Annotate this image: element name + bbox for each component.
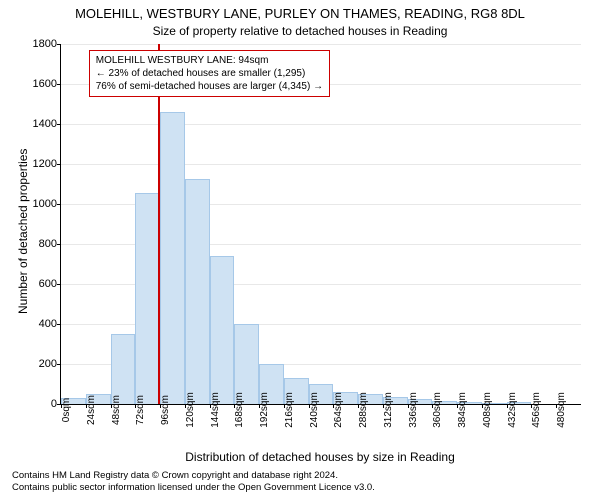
x-axis-label: Distribution of detached houses by size … [60, 450, 580, 464]
ytick-mark [57, 244, 61, 245]
xtick-label: 168sqm [234, 392, 245, 428]
xtick-label: 144sqm [210, 392, 221, 428]
xtick-label: 120sqm [185, 392, 196, 428]
xtick-label: 432sqm [507, 392, 518, 428]
xtick-label: 96sqm [160, 395, 171, 425]
histogram-bar [185, 179, 210, 404]
chart-container: MOLEHILL, WESTBURY LANE, PURLEY ON THAME… [0, 0, 600, 500]
ytick-label: 0 [51, 398, 57, 410]
ytick-mark [57, 84, 61, 85]
ytick-label: 1200 [33, 158, 57, 170]
histogram-bar [210, 256, 235, 404]
ytick-label: 400 [39, 318, 57, 330]
xtick-label: 24sqm [86, 395, 97, 425]
xtick-label: 408sqm [482, 392, 493, 428]
xtick-label: 336sqm [408, 392, 419, 428]
xtick-label: 360sqm [432, 392, 443, 428]
histogram-bar [135, 193, 160, 404]
xtick-label: 312sqm [383, 392, 394, 428]
xtick-label: 264sqm [333, 392, 344, 428]
xtick-label: 288sqm [358, 392, 369, 428]
ytick-mark [57, 44, 61, 45]
ytick-mark [57, 164, 61, 165]
footer-line2: Contains public sector information licen… [12, 482, 375, 494]
annotation-line3: 76% of semi-detached houses are larger (… [96, 80, 323, 93]
xtick-label: 480sqm [556, 392, 567, 428]
ytick-mark [57, 284, 61, 285]
gridline [61, 44, 581, 45]
xtick-label: 216sqm [284, 392, 295, 428]
ytick-mark [57, 324, 61, 325]
footer-attribution: Contains HM Land Registry data © Crown c… [12, 470, 375, 494]
ytick-label: 800 [39, 238, 57, 250]
gridline [61, 124, 581, 125]
xtick-label: 192sqm [259, 392, 270, 428]
ytick-label: 200 [39, 358, 57, 370]
xtick-label: 456sqm [531, 392, 542, 428]
histogram-bar [111, 334, 136, 404]
ytick-label: 600 [39, 278, 57, 290]
xtick-label: 48sqm [111, 395, 122, 425]
ytick-label: 1000 [33, 198, 57, 210]
ytick-label: 1600 [33, 78, 57, 90]
xtick-label: 384sqm [457, 392, 468, 428]
ytick-label: 1800 [33, 38, 57, 50]
chart-title-sub: Size of property relative to detached ho… [0, 24, 600, 38]
annotation-line2: ← 23% of detached houses are smaller (1,… [96, 67, 323, 80]
ytick-mark [57, 124, 61, 125]
annotation-line1: MOLEHILL WESTBURY LANE: 94sqm [96, 54, 323, 67]
ytick-label: 1400 [33, 118, 57, 130]
property-marker-line [158, 44, 160, 404]
xtick-label: 0sqm [61, 398, 72, 422]
xtick-label: 72sqm [135, 395, 146, 425]
chart-title-main: MOLEHILL, WESTBURY LANE, PURLEY ON THAME… [0, 6, 600, 21]
plot-area: 0200400600800100012001400160018000sqm24s… [60, 44, 581, 405]
y-axis-label: Number of detached properties [16, 149, 30, 314]
gridline [61, 164, 581, 165]
ytick-mark [57, 204, 61, 205]
histogram-bar [160, 112, 185, 404]
marker-annotation: MOLEHILL WESTBURY LANE: 94sqm ← 23% of d… [89, 50, 330, 97]
footer-line1: Contains HM Land Registry data © Crown c… [12, 470, 375, 482]
ytick-mark [57, 364, 61, 365]
xtick-label: 240sqm [309, 392, 320, 428]
